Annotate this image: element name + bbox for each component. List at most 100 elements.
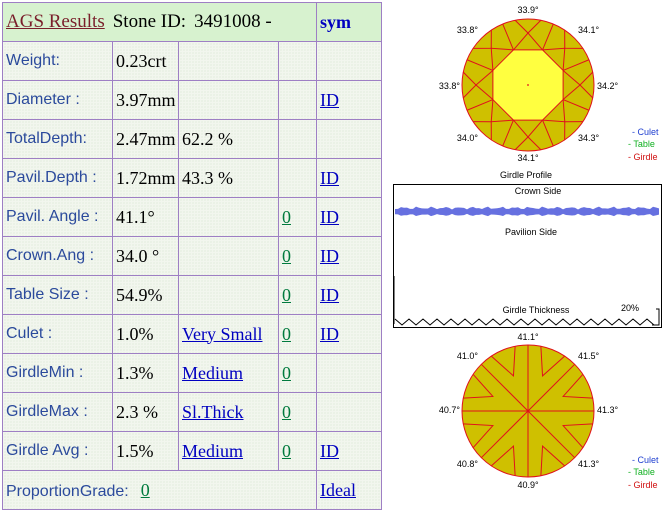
pavil-depth-id-link[interactable]: ID (320, 167, 339, 188)
crown-upper-girdle-facet (473, 30, 492, 49)
pavilion-diagram: 41.1° 41.5° 41.3° 41.3° 40.9° 40.8° 40.7… (439, 332, 659, 490)
crown-bezel-line (562, 99, 590, 111)
table-row-pavil-angle: Pavil. Angle : 41.1° 0 ID (2, 197, 382, 237)
proportion-grade-link[interactable]: 0 (140, 479, 150, 500)
girdle-min-desc-link[interactable]: Medium (182, 362, 243, 383)
culet-value: 1.0% (116, 323, 154, 344)
crown-angle-bottom-right: 34.3° (578, 133, 600, 143)
sym-label: sym (320, 11, 351, 32)
girdle-avg-id-link[interactable]: ID (320, 440, 339, 461)
crown-upper-girdle-facet (514, 19, 542, 34)
girdle-avg-desc-link[interactable]: Medium (182, 440, 243, 461)
crown-angle-left: 33.8° (439, 81, 461, 91)
girdle-avg-grade-link[interactable]: 0 (282, 440, 291, 461)
culet-grade-link[interactable]: 0 (282, 323, 291, 344)
table-size-id-link[interactable]: ID (320, 284, 339, 305)
crown-angle-top-right: 34.1° (578, 25, 600, 35)
table-size-label: Table Size : (6, 286, 89, 303)
crown-angle-value: 34.0 ° (116, 245, 160, 266)
table-row-diameter: Diameter : 3.97mm ID (2, 80, 382, 120)
pavilion-angle-labels: 41.1° 41.5° 41.3° 41.3° 40.9° 40.8° 40.7… (439, 332, 619, 490)
crown-upper-girdle-facet (564, 121, 583, 140)
pavil-angle-grade-link[interactable]: 0 (282, 206, 291, 227)
crown-bezel-line (542, 23, 554, 51)
crown-diagram: 33.9° 34.1° 34.2° 34.3° 34.1° 34.0° 33.8… (439, 5, 659, 180)
crown-upper-girdle-facet (473, 121, 492, 140)
weight-value: 0.23crt (116, 50, 167, 71)
diameter-id-link[interactable]: ID (320, 89, 339, 110)
crown-bezel-line (562, 59, 590, 71)
pavilion-lower-girdle-facet (463, 373, 494, 399)
pavilion-angle-left: 40.7° (439, 405, 461, 415)
crown-bezel-line (466, 99, 494, 111)
crown-angle-grade-link[interactable]: 0 (282, 245, 291, 266)
crown-legend-culet: - Culet (632, 127, 659, 137)
pavil-depth-value: 1.72mm (116, 167, 176, 188)
girdle-profile-caption: Girdle Profile (500, 170, 552, 180)
pavilion-lower-girdle-facet (562, 373, 593, 399)
pavilion-angle-bottom: 40.9° (517, 480, 539, 490)
girdle-min-grade-link[interactable]: 0 (282, 362, 291, 383)
crown-bezel-line (466, 59, 494, 71)
girdle-min-label: GirdleMin : (6, 364, 84, 381)
diameter-label: Diameter : (6, 91, 80, 108)
total-depth-percent: 62.2 % (182, 128, 233, 149)
crown-upper-girdle-facet (462, 71, 477, 99)
girdle-band (395, 206, 659, 217)
girdle-thickness-line (394, 318, 655, 326)
crown-angle-bottom-left: 34.0° (457, 133, 479, 143)
table-size-grade-link[interactable]: 0 (282, 284, 291, 305)
girdle-min-value: 1.3% (116, 362, 154, 383)
diameter-value: 3.97mm (116, 89, 176, 110)
pavilion-main-line (480, 410, 529, 459)
header-cell: AGS Results Stone ID: 3491008 - (2, 2, 317, 42)
crown-upper-girdle-facet (514, 136, 542, 151)
pavilion-main-line (527, 363, 576, 412)
crown-angle-top-left: 33.8° (457, 25, 479, 35)
pavil-depth-percent: 43.3 % (182, 167, 233, 188)
girdle-thickness-percent: 20% (621, 303, 639, 313)
crown-angle-bottom: 34.1° (517, 153, 539, 163)
table-row-crown-angle: Crown.Ang : 34.0 ° 0 ID (2, 236, 382, 276)
table-row-table-size: Table Size : 54.9% 0 ID (2, 275, 382, 315)
pavil-angle-value: 41.1° (116, 206, 155, 227)
girdle-max-value: 2.3 % (116, 401, 158, 422)
pavilion-legend-girdle: - Girdle (628, 480, 658, 490)
pavilion-angle-right: 41.3° (597, 405, 619, 415)
ags-results-title: AGS Results (6, 11, 105, 32)
crown-upper-girdle-facet (564, 30, 583, 49)
table-size-value: 54.9% (116, 284, 163, 305)
pavilion-side-label: Pavilion Side (505, 227, 557, 237)
pavil-depth-label: Pavil.Depth : (6, 169, 97, 186)
total-depth-value: 2.47mm (116, 128, 176, 149)
pavilion-lower-girdle-facet (562, 423, 593, 449)
culet-id-link[interactable]: ID (320, 323, 339, 344)
pavilion-legend-culet: - Culet (632, 455, 659, 465)
girdle-avg-label: Girdle Avg : (6, 442, 89, 459)
pavilion-main-line (527, 410, 576, 459)
table-row-girdle-min: GirdleMin : 1.3% Medium 0 (2, 353, 382, 393)
pavilion-lower-girdle-facet (540, 346, 566, 377)
crown-bezel-line (502, 119, 514, 147)
girdle-max-grade-link[interactable]: 0 (282, 401, 291, 422)
pavil-angle-id-link[interactable]: ID (320, 206, 339, 227)
pavilion-angle-top-right: 41.5° (578, 351, 600, 361)
girdle-max-desc-link[interactable]: Sl.Thick (182, 401, 244, 422)
pavil-angle-label: Pavil. Angle : (6, 208, 99, 225)
table-row-total-depth: TotalDepth: 2.47mm 62.2 % (2, 119, 382, 159)
header-row: AGS Results Stone ID: 3491008 - sym (2, 2, 382, 42)
culet-desc-link[interactable]: Very Small (182, 323, 263, 344)
total-depth-label: TotalDepth: (6, 130, 87, 147)
table-row-pavil-depth: Pavil.Depth : 1.72mm 43.3 % ID (2, 158, 382, 198)
table-row-proportion: ProportionGrade: 0 Ideal (2, 470, 382, 510)
culet-label: Culet : (6, 325, 53, 342)
weight-label: Weight: (6, 52, 60, 69)
pavilion-main-line (480, 363, 529, 412)
proportion-result-link[interactable]: Ideal (320, 479, 356, 500)
crown-angle-top: 33.9° (517, 5, 539, 15)
pavilion-lower-girdle-facet (490, 346, 516, 377)
crown-angle-right: 34.2° (597, 81, 619, 91)
crown-angle-id-link[interactable]: ID (320, 245, 339, 266)
pavilion-lower-girdle-facet (490, 445, 516, 476)
pavilion-angle-bottom-right: 41.3° (578, 459, 600, 469)
